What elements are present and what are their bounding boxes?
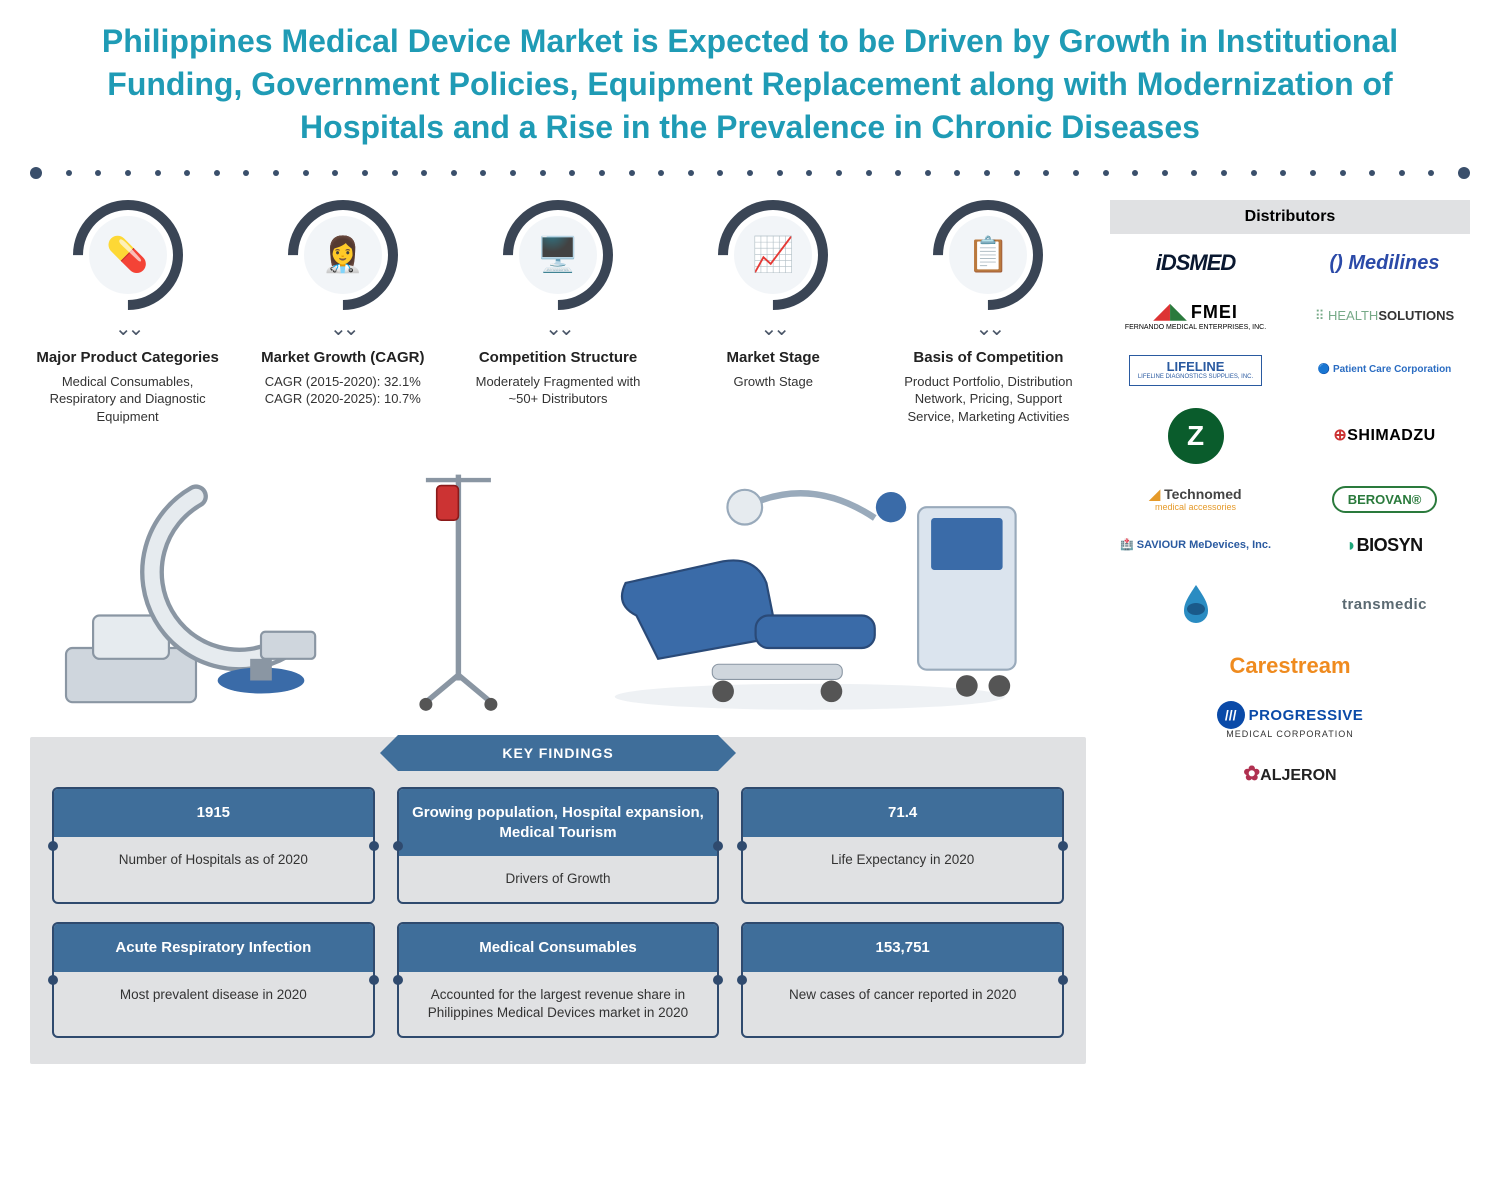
- pill-icon: 💊: [89, 216, 167, 294]
- clipboard-icon: 📋: [949, 216, 1027, 294]
- infographic-root: Philippines Medical Device Market is Exp…: [0, 0, 1500, 1084]
- doctor-icon: 👩‍⚕️: [304, 216, 382, 294]
- attr-label: Major Product Categories: [30, 349, 225, 367]
- distributors-heading: Distributors: [1110, 200, 1470, 234]
- logo-berovan: BEROVAN®: [1332, 491, 1438, 508]
- attr-desc: Product Portfolio, Distribution Network,…: [891, 373, 1086, 426]
- logo-transmedic: transmedic: [1342, 596, 1427, 614]
- logo-carestream: Carestream: [1229, 653, 1350, 679]
- finding-card: Acute Respiratory Infection Most prevale…: [52, 922, 375, 1038]
- page-title: Philippines Medical Device Market is Exp…: [70, 20, 1430, 150]
- finding-card: Growing population, Hospital expansion, …: [397, 787, 720, 904]
- logo-medilines: () Medilines: [1329, 251, 1439, 275]
- logo-idsmed: iDSMED: [1156, 250, 1236, 276]
- logo-biosyn: ◗BIOSYN: [1346, 535, 1422, 557]
- attr-product-categories: 💊 ⌄⌄ Major Product Categories Medical Co…: [30, 200, 225, 426]
- chevron-down-icon: ⌄⌄: [891, 316, 1086, 341]
- finding-card: Medical Consumables Accounted for the la…: [397, 922, 720, 1038]
- chart-icon: 📈: [734, 216, 812, 294]
- logo-lifeline: LIFELINELIFELINE DIAGNOSTICS SUPPLIES, I…: [1129, 355, 1262, 386]
- logo-z-distributors: Z: [1168, 408, 1224, 464]
- key-findings-banner: KEY FINDINGS: [398, 735, 718, 771]
- monitor-icon: 🖥️: [519, 216, 597, 294]
- dental-chair-icon: [555, 453, 1086, 713]
- attr-label: Market Growth (CAGR): [245, 349, 440, 367]
- logo-saviour: 🏥 SAVIOUR MeDevices, Inc.: [1120, 539, 1271, 552]
- logo-fmei: ◢◣ FMEI FERNANDO MEDICAL ENTERPRISES, IN…: [1125, 298, 1266, 333]
- attr-desc: CAGR (2015-2020): 32.1% CAGR (2020-2025)…: [245, 373, 440, 408]
- attr-label: Market Stage: [676, 349, 871, 367]
- chevron-down-icon: ⌄⌄: [30, 316, 225, 341]
- chevron-down-icon: ⌄⌄: [676, 316, 871, 341]
- logo-aljeron: ✿ALJERON: [1243, 762, 1336, 786]
- iv-stand-icon: [392, 453, 525, 713]
- attr-label: Basis of Competition: [891, 349, 1086, 367]
- logo-droplet: [1172, 579, 1220, 631]
- finding-card: 1915 Number of Hospitals as of 2020: [52, 787, 375, 904]
- divider-dots: [30, 168, 1470, 178]
- attr-label: Competition Structure: [460, 349, 655, 367]
- attr-desc: Growth Stage: [676, 373, 871, 391]
- attr-desc: Medical Consumables, Respiratory and Dia…: [30, 373, 225, 426]
- attr-competition-structure: 🖥️ ⌄⌄ Competition Structure Moderately F…: [460, 200, 655, 426]
- logo-technomed: ◢ Technomed medical accessories: [1149, 486, 1241, 514]
- attribute-row: 💊 ⌄⌄ Major Product Categories Medical Co…: [30, 200, 1086, 426]
- attr-desc: Moderately Fragmented with ~50+ Distribu…: [460, 373, 655, 408]
- chevron-down-icon: ⌄⌄: [245, 316, 440, 341]
- chevron-down-icon: ⌄⌄: [460, 316, 655, 341]
- attr-market-growth: 👩‍⚕️ ⌄⌄ Market Growth (CAGR) CAGR (2015-…: [245, 200, 440, 426]
- key-findings-panel: KEY FINDINGS 1915 Number of Hospitals as…: [30, 737, 1086, 1064]
- distributors-panel: Distributors iDSMED () Medilines ◢◣ FMEI…: [1110, 200, 1470, 1065]
- attr-market-stage: 📈 ⌄⌄ Market Stage Growth Stage: [676, 200, 871, 426]
- finding-card: 71.4 Life Expectancy in 2020: [741, 787, 1064, 904]
- logo-progressive: /// PROGRESSIVEMEDICAL CORPORATION: [1217, 701, 1364, 740]
- finding-card: 153,751 New cases of cancer reported in …: [741, 922, 1064, 1038]
- c-arm-icon: [30, 453, 362, 713]
- attr-basis-competition: 📋 ⌄⌄ Basis of Competition Product Portfo…: [891, 200, 1086, 426]
- logo-healthsolutions: ⠿ HEALTHSOLUTIONS: [1315, 308, 1454, 324]
- device-illustrations: [30, 453, 1086, 713]
- left-column: 💊 ⌄⌄ Major Product Categories Medical Co…: [30, 200, 1086, 1065]
- logo-shimadzu: ⊕SHIMADZU: [1333, 426, 1435, 445]
- logo-patient-care-corp: 🔵 Patient Care Corporation: [1318, 364, 1452, 376]
